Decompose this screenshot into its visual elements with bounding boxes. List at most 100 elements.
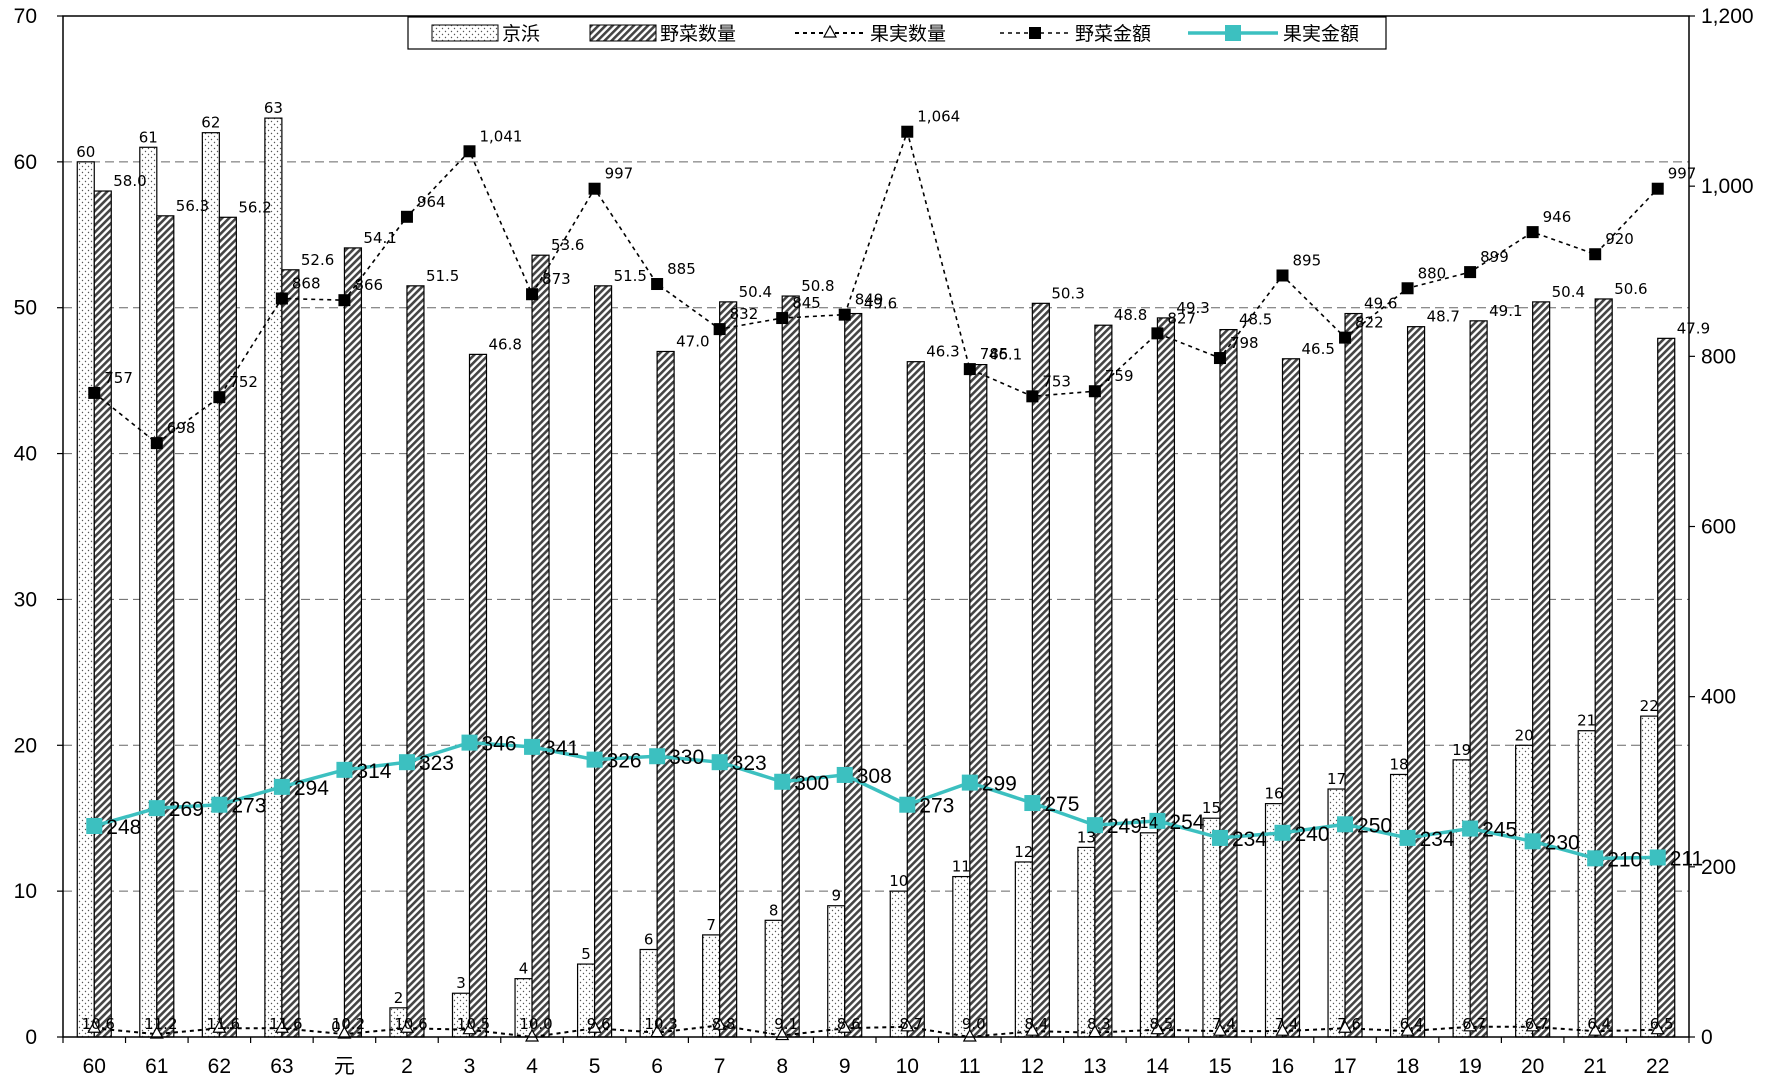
marker-fruit-value [1587,850,1604,867]
label-vegetable-volume: 50.6 [1614,280,1647,298]
bar-vegetable-volume [1469,320,1488,1038]
marker-vegetable-value [526,288,539,301]
marker-fruit-value [461,734,478,751]
label-vegetable-volume: 47.0 [676,332,709,350]
bar-vegetable-volume [1406,326,1426,1038]
line-vegetable-value [93,128,1659,445]
label-vegetable-value: 753 [1042,372,1071,390]
label-fruit-volume: 10.2 [332,1015,365,1033]
axes: 01020304050607002004006008001,0001,20060… [14,5,1754,1078]
left-axis-tick-label: 30 [14,588,37,611]
marker-fruit-volume [587,1019,602,1033]
right-axis-tick-label: 400 [1701,686,1736,709]
label-keihin: 3 [456,974,466,992]
label-vegetable-volume: 56.2 [238,198,271,216]
label-keihin: 63 [264,99,283,117]
bar-keihin [1077,846,1096,1038]
legend-label: 京浜 [502,23,540,45]
label-keihin: 20 [1515,726,1534,744]
label-fruit-value: 234 [1420,828,1455,851]
marker-vegetable-value [1276,269,1289,282]
label-fruit-volume: 6.7 [1462,1015,1486,1033]
label-vegetable-volume: 54.1 [363,229,396,247]
bars [76,117,1676,1038]
marker-fruit-value [836,766,853,783]
label-fruit-volume: 11.2 [144,1015,177,1033]
bar-vegetable-volume [656,350,675,1038]
bar-keihin [1577,730,1596,1038]
x-axis-tick-label: 3 [464,1055,476,1078]
left-axis-tick-label: 60 [14,151,37,174]
label-fruit-volume: 11.6 [269,1015,302,1033]
label-fruit-value: 326 [607,750,642,773]
x-axis-tick-label: 13 [1083,1055,1106,1078]
marker-fruit-value [1649,849,1666,866]
bar-vegetable-volume [218,216,237,1038]
bar-vegetable-volume [593,285,613,1038]
label-fruit-value: 323 [419,752,454,775]
left-axis-tick-label: 0 [25,1026,37,1049]
bar-keihin [1389,773,1409,1038]
label-vegetable-volume: 51.5 [614,267,647,285]
bar-vegetable-volume [281,269,300,1038]
marker-vegetable-value [963,363,976,376]
label-vegetable-volume: 50.4 [739,283,772,301]
right-axis-tick-label: 1,000 [1701,175,1754,198]
marker-vegetable-value [1651,182,1664,195]
bar-vegetable-volume [156,215,175,1038]
label-keihin: 17 [1327,770,1346,788]
right-axis-tick-label: 800 [1701,345,1736,368]
marker-fruit-value [1399,829,1416,846]
label-keihin: 18 [1390,755,1409,773]
label-keihin: 11 [952,858,971,876]
label-fruit-value: 250 [1357,814,1392,837]
label-fruit-value: 234 [1232,828,1267,851]
bar-vegetable-volume [1031,302,1050,1038]
marker-fruit-volume [962,1028,977,1042]
label-vegetable-value: 997 [1668,165,1697,183]
label-vegetable-value: 873 [542,270,571,288]
label-keihin: 0 [331,1018,341,1036]
label-fruit-volume: 8.6 [837,1015,861,1033]
marker-vegetable-value [1526,226,1539,239]
x-axis-tick-label: 22 [1646,1055,1669,1078]
marker-fruit-volume [1588,1022,1603,1036]
marker-fruit-value [649,748,666,765]
line-fruit-value [93,740,1658,861]
label-vegetable-value: 866 [354,276,383,294]
label-vegetable-volume: 50.8 [801,277,834,295]
label-vegetable-volume: 46.5 [1302,340,1335,358]
label-fruit-value: 299 [982,773,1017,796]
label-vegetable-value: 1,041 [480,127,523,145]
bar-vegetable-volume [781,295,800,1038]
label-fruit-volume: 7.4 [1212,1015,1236,1033]
label-keihin: 13 [1077,828,1096,846]
legend-label: 野菜金額 [1075,23,1151,45]
x-axis-tick-label: 4 [526,1055,538,1078]
label-vegetable-volume: 46.8 [489,335,522,353]
marker-fruit-volume [1212,1022,1227,1036]
marker-fruit-value [1337,816,1354,833]
marker-fruit-volume [1463,1018,1478,1032]
marker-vegetable-value [1088,385,1101,398]
bar-vegetable-volume [1344,312,1363,1038]
bar-vegetable-volume [1281,358,1301,1038]
label-fruit-value: 269 [169,798,204,821]
marker-vegetable-value [901,125,914,138]
label-fruit-volume: 8.7 [899,1015,923,1033]
x-axis-tick-label: 63 [270,1055,293,1078]
label-keihin: 19 [1452,741,1471,759]
label-vegetable-volume: 50.3 [1051,284,1084,302]
bar-vegetable-volume [844,312,863,1038]
marker-vegetable-value [1339,331,1352,344]
marker-vegetable-value [463,145,476,158]
bar-keihin [76,161,95,1038]
marker-fruit-volume [212,1019,227,1033]
marker-vegetable-value [1151,327,1164,340]
marker-vegetable-value [338,294,351,307]
x-axis-tick-label: 7 [714,1055,726,1078]
bar-keihin [264,117,283,1038]
label-vegetable-value: 785 [980,345,1009,363]
bar-vegetable-volume [1532,301,1551,1038]
label-vegetable-value: 899 [1480,248,1509,266]
